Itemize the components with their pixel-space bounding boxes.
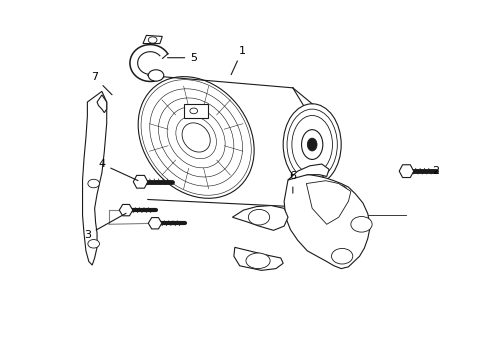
Ellipse shape — [88, 239, 99, 248]
Ellipse shape — [350, 216, 371, 232]
Ellipse shape — [331, 248, 352, 264]
Polygon shape — [133, 175, 147, 188]
Polygon shape — [148, 217, 162, 229]
Text: 2: 2 — [413, 166, 438, 176]
Polygon shape — [97, 95, 106, 113]
Text: 6: 6 — [289, 171, 296, 193]
Ellipse shape — [248, 210, 269, 225]
Ellipse shape — [148, 70, 163, 81]
Polygon shape — [119, 204, 133, 216]
Ellipse shape — [148, 37, 157, 43]
Ellipse shape — [291, 116, 332, 174]
Ellipse shape — [307, 138, 316, 151]
Bar — [183, 104, 208, 118]
Polygon shape — [284, 175, 369, 269]
Ellipse shape — [283, 104, 341, 185]
Ellipse shape — [245, 253, 269, 269]
Polygon shape — [287, 164, 328, 180]
Polygon shape — [82, 91, 106, 265]
Text: 7: 7 — [91, 72, 112, 95]
Ellipse shape — [329, 185, 347, 198]
Ellipse shape — [138, 77, 254, 198]
Text: 5: 5 — [167, 53, 197, 63]
Ellipse shape — [301, 130, 322, 159]
Ellipse shape — [189, 108, 197, 114]
Polygon shape — [398, 165, 413, 177]
Text: 1: 1 — [231, 46, 245, 75]
Ellipse shape — [182, 123, 210, 152]
Ellipse shape — [286, 109, 337, 180]
Polygon shape — [142, 35, 162, 44]
Polygon shape — [233, 247, 283, 270]
Polygon shape — [306, 181, 350, 224]
Polygon shape — [232, 206, 287, 230]
Ellipse shape — [88, 179, 99, 188]
Text: 3: 3 — [84, 213, 126, 240]
Text: 4: 4 — [98, 159, 138, 181]
